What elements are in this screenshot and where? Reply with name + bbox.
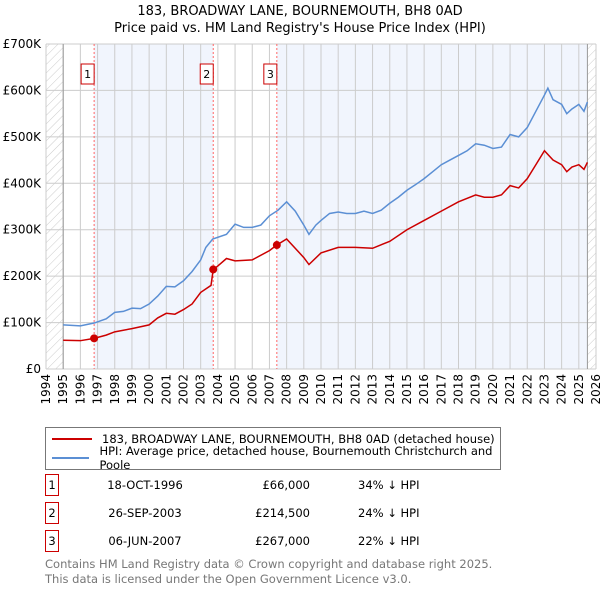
x-tick-label: 2009 <box>297 374 311 405</box>
footer-copyright: Contains HM Land Registry data © Crown c… <box>45 557 493 571</box>
sale-row: 2 26-SEP-2003 £214,500 24% ↓ HPI <box>45 502 445 524</box>
legend-label: HPI: Average price, detached house, Bour… <box>99 444 493 472</box>
property-price-line <box>63 149 589 342</box>
sale-row: 3 06-JUN-2007 £267,000 22% ↓ HPI <box>45 530 445 552</box>
x-tick-label: 2020 <box>486 374 500 405</box>
price-chart: 1994 1995 1996 1997 1998 1999 2000 2001 2002 2003… <box>3 37 600 405</box>
chart-title: 183, BROADWAY LANE, BOURNEMOUTH, BH8 0AD <box>137 4 463 19</box>
x-tick-label: 2015 <box>400 374 414 405</box>
y-tick-label: £0 <box>26 362 41 376</box>
sale-marker-badge: 1 <box>45 474 59 496</box>
sale-label-box <box>199 63 214 85</box>
ownership-shading <box>276 44 588 369</box>
x-tick-label: 2018 <box>452 374 466 405</box>
legend-label: 183, BROADWAY LANE, BOURNEMOUTH, BH8 0AD… <box>102 432 495 446</box>
sale-price: £267,000 <box>255 534 310 548</box>
sale-label-box <box>80 63 95 85</box>
x-tick-label: 2001 <box>159 374 173 405</box>
x-tick-label: 2026 <box>589 374 600 405</box>
x-tick-label: 2014 <box>383 374 397 405</box>
sale-marker-badge: 2 <box>45 502 59 524</box>
x-tick-label: 2005 <box>228 374 242 405</box>
sale-price: £66,000 <box>262 478 310 492</box>
sale-hpi-diff: 22% ↓ HPI <box>358 534 420 548</box>
hpi-line <box>63 86 589 327</box>
x-tick-label: 2016 <box>417 374 431 405</box>
sale-hpi-diff: 24% ↓ HPI <box>358 506 420 520</box>
x-tick-label: 2021 <box>503 374 517 405</box>
sale-label: 1 <box>84 68 91 81</box>
x-tick-label: 2012 <box>348 374 362 405</box>
sale-point <box>209 265 218 274</box>
x-tick-label: 2019 <box>469 374 483 405</box>
x-tick-label: 1997 <box>91 374 105 405</box>
x-tick-label: 2008 <box>280 374 294 405</box>
legend-item-property: 183, BROADWAY LANE, BOURNEMOUTH, BH8 0AD… <box>52 431 495 447</box>
y-tick-label: £700K <box>3 37 43 51</box>
ownership-shading <box>94 44 214 369</box>
chart-subtitle: Price paid vs. HM Land Registry's House … <box>114 21 486 36</box>
x-tick-label: 1996 <box>73 374 87 405</box>
legend: 183, BROADWAY LANE, BOURNEMOUTH, BH8 0AD… <box>45 427 501 472</box>
sale-date: 06-JUN-2007 <box>108 534 182 548</box>
y-tick-label: £300K <box>3 223 43 237</box>
x-tick-label: 1998 <box>108 374 122 405</box>
y-tick-label: £500K <box>3 130 43 144</box>
x-tick-label: 2011 <box>331 374 345 405</box>
footer-licence: This data is licensed under the Open Gov… <box>45 572 412 586</box>
x-tick-label: 2022 <box>520 374 534 405</box>
y-tick-label: £600K <box>3 83 43 97</box>
legend-swatch-blue <box>52 457 90 459</box>
y-tick-label: £200K <box>3 269 43 283</box>
x-tick-label: 2017 <box>434 374 448 405</box>
sale-marker-badge: 3 <box>45 530 59 552</box>
x-tick-label: 2000 <box>142 374 156 405</box>
x-tick-label: 2023 <box>537 374 551 405</box>
x-tick-label: 2010 <box>314 374 328 405</box>
sale-label: 2 <box>203 68 210 81</box>
x-tick-label: 2002 <box>177 374 191 405</box>
sale-price: £214,500 <box>255 506 310 520</box>
sale-label-box <box>263 63 278 85</box>
legend-swatch-red <box>52 438 92 440</box>
sale-label: 3 <box>267 68 274 81</box>
sale-date: 26-SEP-2003 <box>108 506 182 520</box>
sale-point <box>90 334 99 343</box>
x-tick-label: 1994 <box>39 374 53 405</box>
x-tick-label: 2003 <box>194 374 208 405</box>
x-tick-label: 1999 <box>125 374 139 405</box>
sale-hpi-diff: 34% ↓ HPI <box>358 478 420 492</box>
sale-date: 18-OCT-1996 <box>107 478 183 492</box>
y-tick-label: £400K <box>3 176 43 190</box>
sale-point <box>272 241 281 250</box>
hatched-region-before-data <box>46 44 64 369</box>
x-tick-label: 2025 <box>572 374 586 405</box>
x-tick-label: 2007 <box>262 374 276 405</box>
x-tick-label: 2024 <box>555 374 569 405</box>
x-tick-label: 2013 <box>366 374 380 405</box>
x-tick-label: 2006 <box>245 374 259 405</box>
hatched-region-after-data <box>587 44 596 369</box>
y-tick-label: £100K <box>3 316 43 330</box>
legend-item-hpi: HPI: Average price, detached house, Bour… <box>52 444 500 472</box>
x-tick-label: 1995 <box>56 374 70 405</box>
sale-row: 1 18-OCT-1996 £66,000 34% ↓ HPI <box>45 474 445 496</box>
x-tick-label: 2004 <box>211 374 225 405</box>
